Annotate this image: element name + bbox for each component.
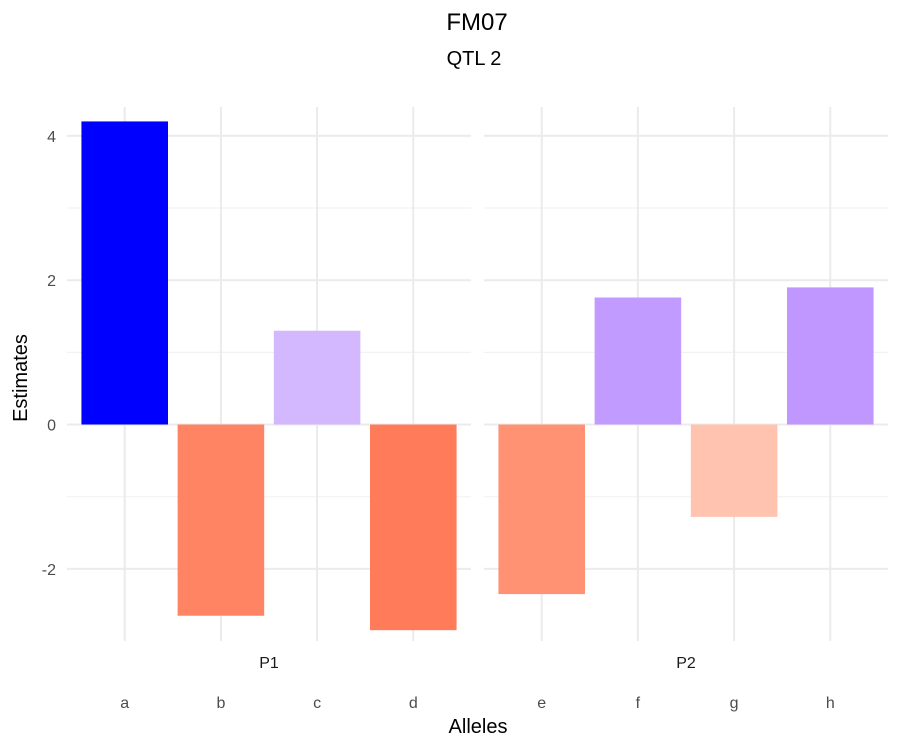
- chart-subtitle: QTL 2: [447, 48, 502, 70]
- facet-label: P1: [259, 655, 279, 672]
- bar-f: [594, 297, 682, 425]
- y-axis-title: Estimates: [10, 334, 32, 422]
- y-tick-label: 0: [47, 418, 56, 435]
- facet-label: P2: [676, 655, 696, 672]
- x-tick-label: h: [826, 695, 835, 712]
- y-tick-label: -2: [42, 562, 56, 579]
- x-axis-title: Alleles: [449, 716, 508, 738]
- bar-e: [498, 424, 585, 595]
- x-tick-label: c: [313, 695, 321, 712]
- bar-a: [81, 121, 168, 425]
- bar-b: [177, 424, 265, 616]
- bar-c: [273, 330, 361, 425]
- panel-p2: P2 e f g h: [484, 107, 888, 712]
- bar-g: [690, 424, 778, 517]
- x-tick-label: g: [730, 695, 739, 712]
- x-tick-label: f: [636, 695, 641, 712]
- bar-h: [787, 287, 874, 425]
- chart-title: FM07: [446, 9, 507, 36]
- x-tick-label: b: [216, 695, 225, 712]
- x-tick-label: a: [120, 695, 129, 712]
- y-tick-label: 4: [47, 129, 56, 146]
- bar-d: [370, 424, 457, 631]
- panel-p1: P1 a b c d: [67, 107, 471, 712]
- y-tick-label: 2: [47, 273, 56, 290]
- x-tick-label: e: [537, 695, 546, 712]
- plot-area: -2 0 2 4 P1 a b c d P2 e f g h: [42, 107, 888, 712]
- x-tick-label: d: [409, 695, 418, 712]
